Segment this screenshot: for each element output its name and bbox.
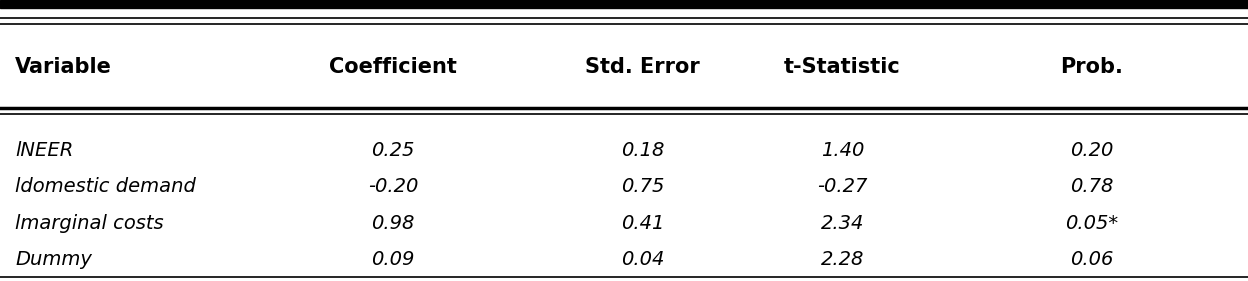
Text: 0.06: 0.06 [1071,250,1113,269]
Text: Dummy: Dummy [15,250,92,269]
Text: lNEER: lNEER [15,141,74,160]
Text: 0.04: 0.04 [622,250,664,269]
Text: 0.05*: 0.05* [1066,214,1118,233]
Text: 0.20: 0.20 [1071,141,1113,160]
Text: 0.78: 0.78 [1071,177,1113,196]
Text: Variable: Variable [15,57,112,78]
Bar [0,0,1248,8]
Text: lmarginal costs: lmarginal costs [15,214,163,233]
Text: 0.41: 0.41 [622,214,664,233]
Text: 0.18: 0.18 [622,141,664,160]
Text: Std. Error: Std. Error [585,57,700,78]
Text: Coefficient: Coefficient [329,57,457,78]
Text: 0.25: 0.25 [372,141,414,160]
Text: 2.34: 2.34 [821,214,864,233]
Text: ldomestic demand: ldomestic demand [15,177,196,196]
Text: 0.98: 0.98 [372,214,414,233]
Text: t-Statistic: t-Statistic [784,57,901,78]
Text: 0.09: 0.09 [372,250,414,269]
Text: 1.40: 1.40 [821,141,864,160]
Text: 0.75: 0.75 [622,177,664,196]
Text: -0.27: -0.27 [817,177,867,196]
Text: 2.28: 2.28 [821,250,864,269]
Text: -0.20: -0.20 [368,177,418,196]
Text: Prob.: Prob. [1061,57,1123,78]
